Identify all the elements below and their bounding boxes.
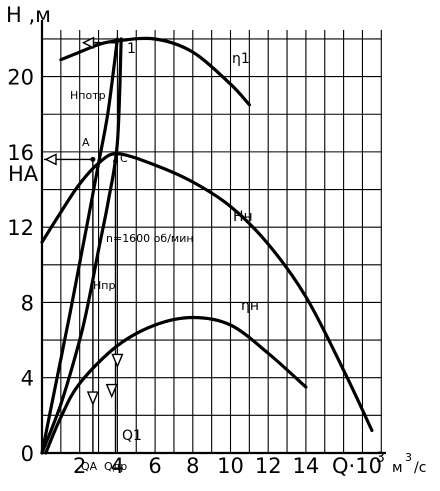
- series-line: [59, 36, 251, 107]
- label-q1: Q1: [122, 428, 142, 444]
- label-qdr: Qдр: [104, 460, 127, 473]
- x-tick-label: 10: [217, 454, 244, 478]
- x-axis-unit-m: м: [392, 460, 403, 476]
- label-speed: n=1600 об/мин: [106, 232, 194, 245]
- axes: [40, 20, 386, 455]
- y-tick-label: 4: [21, 367, 34, 391]
- x-tick-label: 4: [111, 454, 124, 478]
- label-etan: ηн: [241, 298, 259, 314]
- label-eta1: η1: [232, 51, 250, 67]
- x-tick-label: 8: [186, 454, 199, 478]
- grid: [42, 30, 382, 453]
- x-axis-title: Q·10 3 м 3 /с: [332, 450, 426, 478]
- arrow-point-1: [81, 36, 95, 49]
- y-tick-label: 8: [21, 291, 34, 315]
- x-tick-label: 2: [73, 454, 86, 478]
- arrow-ha: [44, 153, 57, 166]
- label-point-a: A: [82, 136, 90, 149]
- label-point-c: C: [120, 152, 128, 165]
- x-axis-unit-s: /с: [414, 460, 426, 476]
- x-axis-unit-pow: 3: [405, 451, 412, 464]
- arrow-qdr: [105, 383, 118, 399]
- series-line: [44, 315, 308, 455]
- label-hpr: Hпр: [93, 279, 115, 292]
- curves: [40, 36, 374, 455]
- series-line: [40, 37, 119, 455]
- y-tick-label: 0: [21, 442, 34, 466]
- x-tick-label: 14: [293, 454, 320, 478]
- x-axis-title-exp: 3: [376, 450, 385, 466]
- arrow-q1: [111, 353, 124, 369]
- guide-lines: [44, 36, 124, 453]
- label-qa: QA: [81, 460, 98, 473]
- y-tick-label: 12: [7, 216, 34, 240]
- x-axis-title-main: Q·10: [332, 454, 382, 478]
- x-tick-label: 12: [255, 454, 282, 478]
- label-hpotr: Hпотр: [70, 89, 106, 102]
- label-hn: Hн: [233, 209, 253, 225]
- label-point-1: 1: [127, 41, 136, 57]
- x-tick-label: 6: [148, 454, 161, 478]
- y-tick-label: 20: [7, 66, 34, 90]
- y-axis-title: H ,м: [6, 3, 51, 27]
- y-tick-label: 16: [7, 141, 34, 165]
- series-line: [40, 37, 123, 455]
- label-ha: HA: [8, 162, 39, 186]
- arrow-qa: [86, 391, 99, 406]
- point-c-marker: [113, 158, 119, 164]
- point-a-marker: [90, 156, 96, 162]
- series-line: [40, 152, 374, 432]
